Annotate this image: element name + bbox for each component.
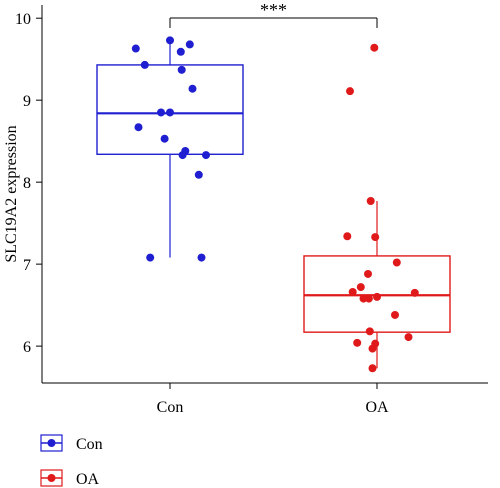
data-point-con: [146, 253, 155, 262]
data-point-con: [157, 108, 165, 117]
data-point-con: [131, 44, 140, 53]
significance-label: ***: [260, 0, 287, 20]
legend-item-con: Con: [40, 434, 103, 453]
y-tick-label: 9: [23, 93, 31, 110]
data-point-oa: [392, 258, 401, 267]
data-point-oa: [364, 294, 373, 303]
x-tick-label: OA: [365, 399, 389, 416]
data-point-oa: [391, 310, 399, 319]
data-point-con: [160, 134, 169, 143]
data-point-con: [197, 253, 206, 262]
data-point-oa: [404, 333, 413, 342]
data-point-oa: [343, 232, 352, 241]
data-point-con: [202, 151, 210, 160]
data-point-oa: [366, 197, 375, 206]
box-iqr: [96, 64, 244, 155]
x-ticks: Con OA: [157, 383, 389, 416]
data-point-oa: [373, 292, 381, 301]
data-point-oa: [365, 327, 374, 336]
box-iqr: [303, 255, 451, 333]
data-point-oa: [356, 283, 365, 292]
legend: Con OA: [40, 434, 103, 488]
legend-label: Con: [76, 436, 103, 453]
data-point-oa: [368, 344, 377, 353]
data-points: [131, 36, 419, 373]
data-point-oa: [364, 269, 372, 278]
data-point-con: [166, 108, 174, 117]
data-point-con: [194, 170, 203, 179]
data-point-oa: [370, 43, 379, 52]
y-tick-label: 10: [15, 11, 31, 28]
legend-point-key: [47, 474, 56, 482]
legend-label: OA: [76, 471, 100, 488]
data-point-con: [134, 123, 143, 132]
y-tick-label: 8: [23, 175, 31, 192]
data-point-con: [176, 47, 185, 56]
data-point-oa: [346, 87, 354, 96]
y-ticks: 6 7 8 9 10: [15, 11, 42, 356]
data-point-con: [166, 36, 174, 45]
y-axis-label: SLC19A2 expression: [3, 125, 20, 262]
data-point-oa: [368, 364, 377, 373]
data-point-oa: [348, 288, 357, 297]
data-point-con: [177, 65, 186, 74]
data-point-con: [140, 60, 149, 69]
x-tick-label: Con: [157, 399, 184, 416]
data-point-con: [178, 151, 187, 160]
axes: [41, 5, 488, 384]
data-point-con: [185, 40, 194, 49]
box-con: [96, 40, 244, 258]
data-point-con: [188, 84, 197, 93]
y-tick-label: 6: [23, 339, 31, 356]
y-tick-label: 7: [23, 257, 31, 274]
data-point-oa: [353, 338, 362, 347]
data-point-oa: [371, 233, 380, 242]
data-point-oa: [410, 288, 419, 297]
significance-bracket: ***: [169, 0, 378, 28]
legend-point-key: [47, 439, 56, 447]
boxes: [96, 40, 451, 369]
legend-item-oa: OA: [40, 469, 100, 488]
